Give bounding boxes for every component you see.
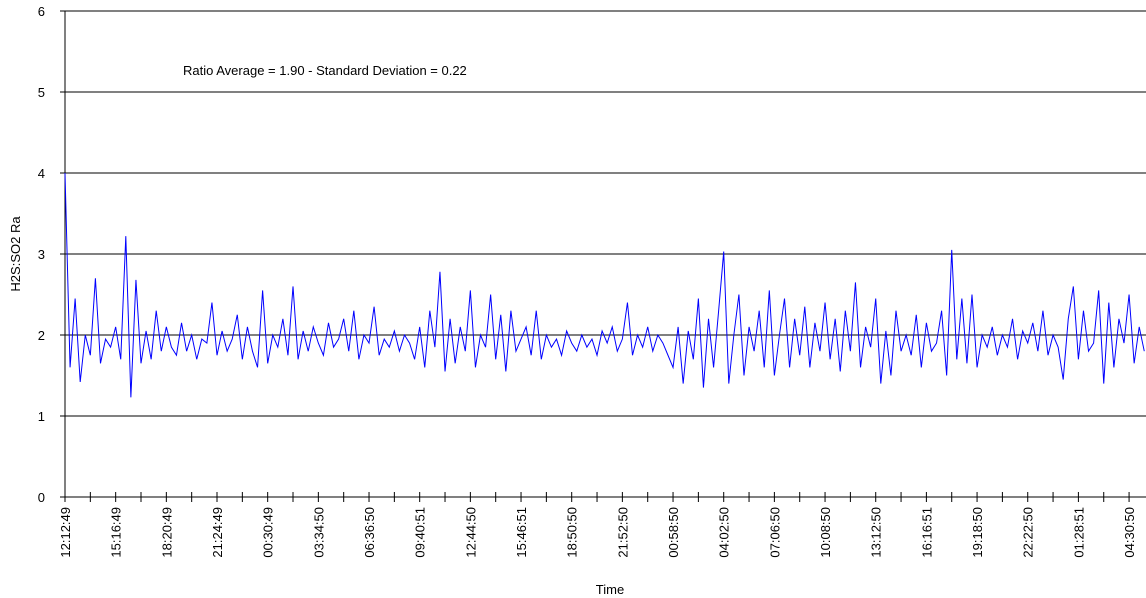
x-tick-label: 19:18:50 [970,507,985,558]
x-tick-label: 10:08:50 [818,507,833,558]
x-tick-label: 09:40:51 [413,507,428,558]
y-tick-label: 0 [38,490,45,505]
x-tick-label: 12:44:50 [463,507,478,558]
x-tick-label: 00:30:49 [261,507,276,558]
y-tick-label: 1 [38,409,45,424]
x-tick-label: 03:34:50 [311,507,326,558]
y-axis-title: H2S:SO2 Ra [8,216,23,292]
x-tick-label: 01:28:51 [1071,507,1086,558]
annotation: Ratio Average = 1.90 - Standard Deviatio… [183,63,467,78]
x-tick-label: 06:36:50 [362,507,377,558]
y-tick-label: 4 [38,166,45,181]
x-tick-label: 21:52:50 [615,507,630,558]
y-tick-label: 6 [38,4,45,19]
x-tick-label: 18:50:50 [565,507,580,558]
data-line [64,172,1145,398]
x-tick-label: 15:46:51 [514,507,529,558]
y-tick-label: 3 [38,247,45,262]
x-tick-label: 12:12:49 [58,507,73,558]
x-tick-label: 04:02:50 [717,507,732,558]
x-tick-label: 07:06:50 [767,507,782,558]
x-tick-label: 16:16:51 [919,507,934,558]
x-tick-label: 22:22:50 [1021,507,1036,558]
y-tick-label: 2 [38,328,45,343]
x-tick-label: 18:20:49 [159,507,174,558]
x-tick-label: 21:24:49 [210,507,225,558]
y-tick-label: 5 [38,85,45,100]
x-tick-label: 00:58:50 [666,507,681,558]
x-tick-label: 04:30:50 [1122,507,1137,558]
x-tick-label: 13:12:50 [869,507,884,558]
x-axis-title: Time [596,582,624,597]
x-tick-label: 15:16:49 [109,507,124,558]
